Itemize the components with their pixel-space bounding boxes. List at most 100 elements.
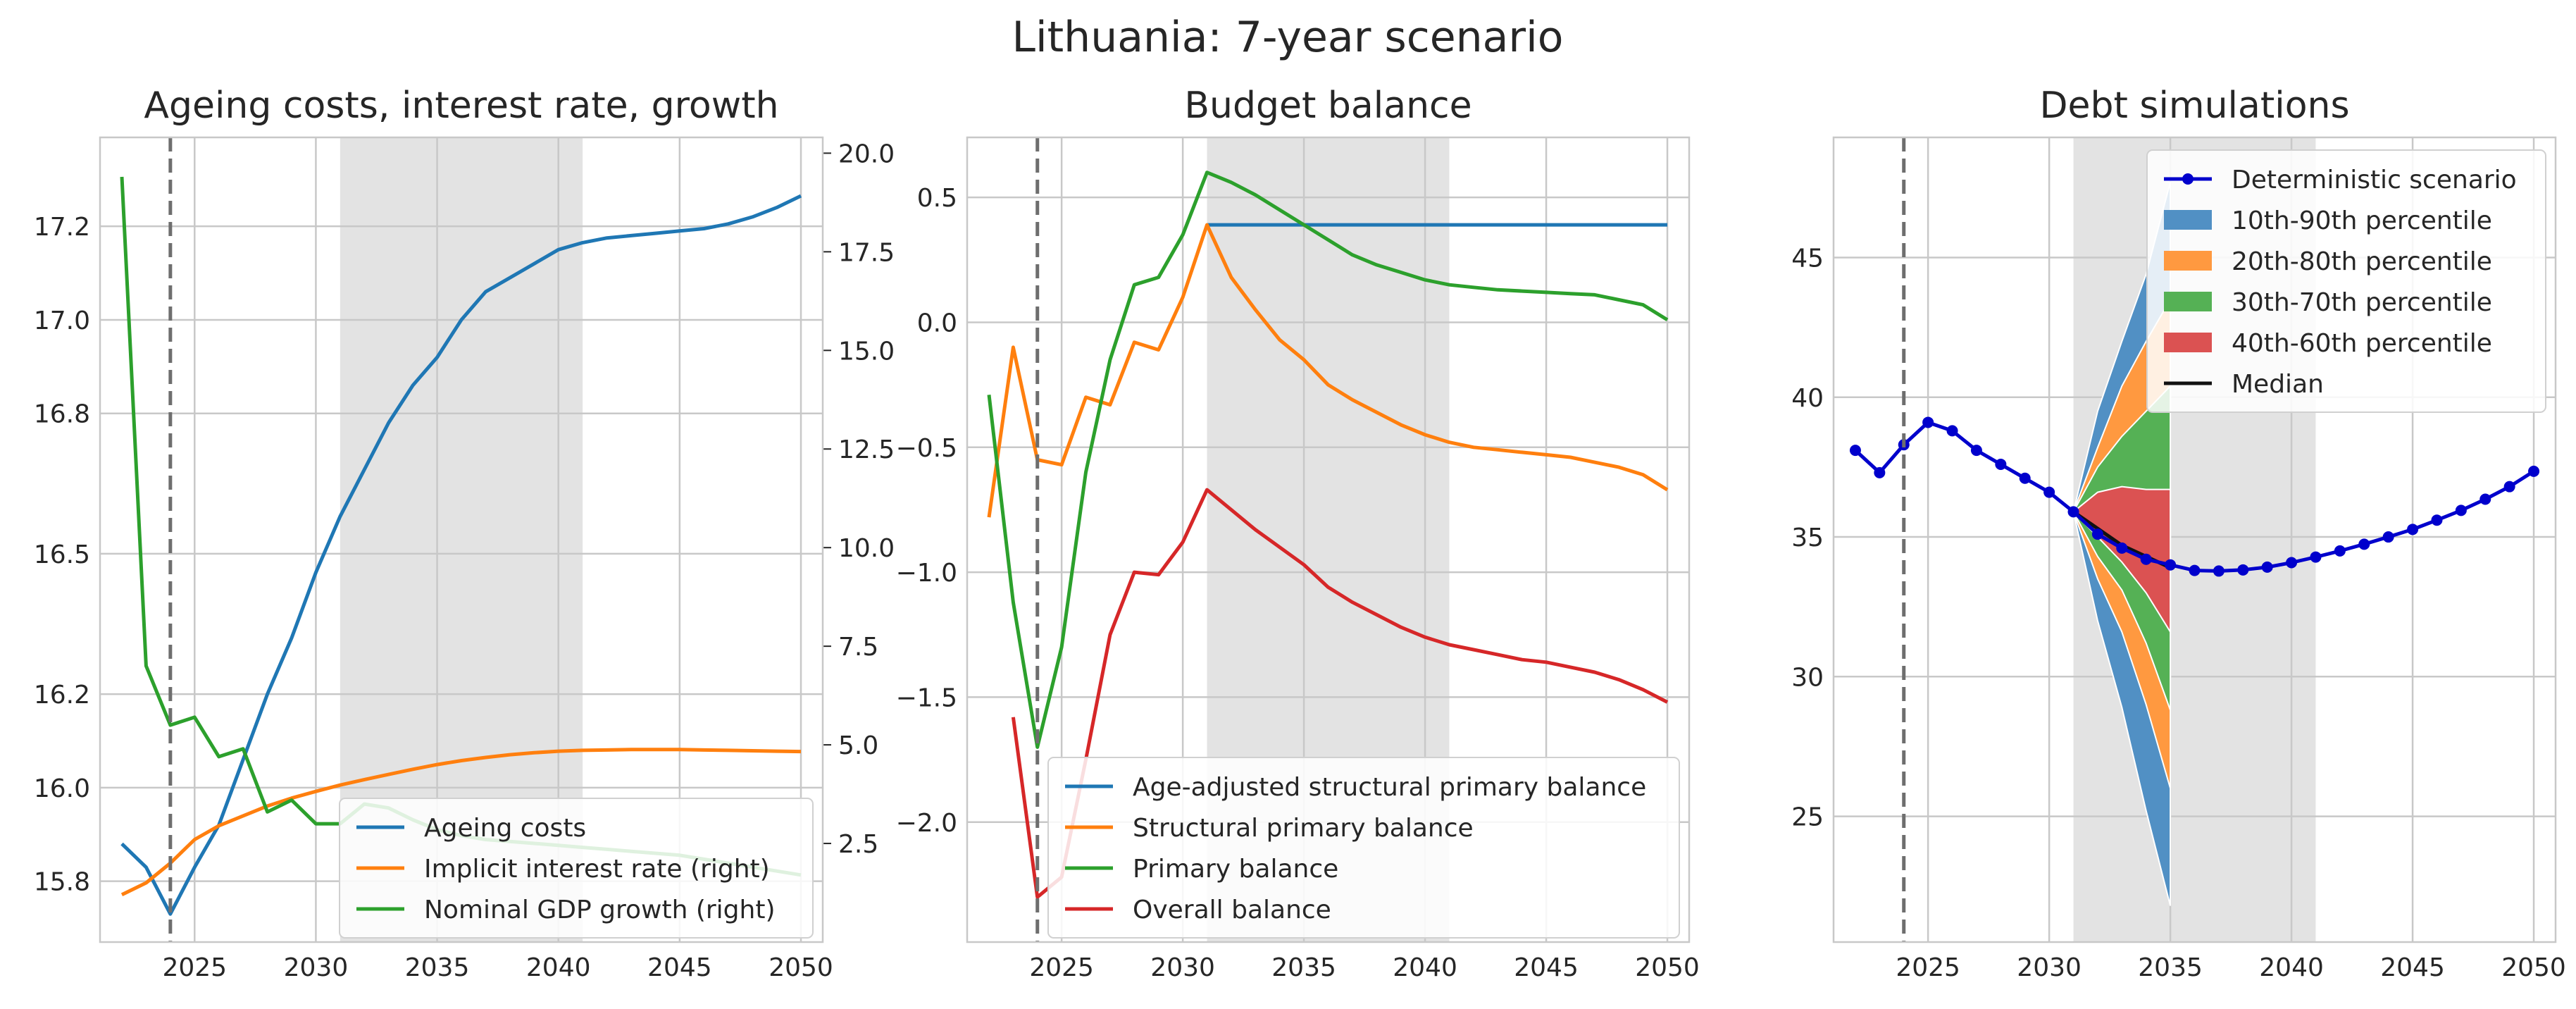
legend-label: Implicit interest rate (right) bbox=[424, 855, 770, 884]
x-tick-label: 2030 bbox=[284, 953, 349, 982]
y2-tick-label: 15.0 bbox=[838, 337, 895, 366]
deterministic-point bbox=[1922, 416, 1934, 428]
deterministic-point bbox=[1995, 458, 2007, 470]
y-tick-label: −0.5 bbox=[896, 434, 957, 463]
y-tick-label: 0.0 bbox=[917, 309, 957, 338]
y-tick-label: 16.2 bbox=[34, 681, 90, 710]
legend-label: Median bbox=[2232, 370, 2324, 399]
panel-2: Budget balance 2025 2030 2035 2040 2045 2050 −2… bbox=[896, 85, 1700, 982]
series-line bbox=[987, 171, 1669, 749]
deterministic-point bbox=[1849, 445, 1861, 457]
panel-title: Debt simulations bbox=[2039, 85, 2349, 127]
y-tick-label: 35 bbox=[1791, 524, 1824, 552]
y-tick-label: 17.2 bbox=[34, 213, 90, 242]
panel-title: Ageing costs, interest rate, growth bbox=[144, 85, 778, 127]
panel-1: Ageing costs, interest rate, growth 2025 2… bbox=[34, 85, 895, 982]
series-line bbox=[120, 748, 802, 897]
deterministic-point bbox=[2334, 545, 2346, 557]
legend-label: Primary balance bbox=[1133, 855, 1338, 884]
axes-frame bbox=[1832, 136, 2557, 943]
x-tick-label: 2045 bbox=[647, 953, 712, 982]
deterministic-point bbox=[2261, 561, 2273, 573]
legend-box bbox=[339, 798, 814, 939]
legend: Age-adjusted structural primary balance S… bbox=[1047, 757, 1680, 939]
x-tick-label: 2050 bbox=[769, 953, 833, 982]
deterministic-point bbox=[2407, 524, 2419, 536]
legend-label: Structural primary balance bbox=[1133, 814, 1474, 843]
deterministic-point bbox=[2043, 486, 2055, 498]
deterministic-point bbox=[1946, 425, 1958, 437]
y2-tick-label: 5.0 bbox=[838, 731, 878, 760]
x-tick-label: 2025 bbox=[162, 953, 227, 982]
y-tick-label: 16.5 bbox=[34, 540, 90, 569]
legend-label: 10th-90th percentile bbox=[2232, 206, 2492, 235]
x-tick-label: 2040 bbox=[1393, 953, 1457, 982]
legend-swatch bbox=[2164, 333, 2212, 352]
legend-box bbox=[2146, 149, 2546, 413]
legend-label: 20th-80th percentile bbox=[2232, 247, 2492, 276]
y-tick-label: −1.0 bbox=[896, 559, 957, 588]
y-tick-label: 25 bbox=[1791, 803, 1824, 832]
series-line bbox=[1011, 488, 1669, 899]
x-tick-label: 2030 bbox=[2017, 953, 2082, 982]
x-tick-label: 2025 bbox=[1896, 953, 1960, 982]
legend: Deterministic scenario 10th-90th percenti… bbox=[2146, 149, 2546, 413]
deterministic-point bbox=[2165, 559, 2177, 571]
x-tick-label: 2035 bbox=[2138, 953, 2203, 982]
x-tick-label: 2045 bbox=[2380, 953, 2445, 982]
y-tick-label: −1.5 bbox=[896, 683, 957, 712]
legend-label: 40th-60th percentile bbox=[2232, 329, 2492, 358]
y2-tick-label: 7.5 bbox=[838, 633, 878, 662]
legend: Ageing costs Implicit interest rate (righ… bbox=[339, 798, 814, 939]
deterministic-point bbox=[1970, 445, 1982, 457]
x-tick-label: 2040 bbox=[2259, 953, 2324, 982]
y-tick-label: −2.0 bbox=[896, 809, 957, 838]
deterministic-point bbox=[2019, 472, 2031, 484]
deterministic-point bbox=[2067, 506, 2079, 518]
panel-3: Debt simulations 2025 2030 2035 2040 2045 2050… bbox=[1791, 85, 2566, 982]
x-tick-label: 2040 bbox=[526, 953, 591, 982]
y-tick-label: 16.0 bbox=[34, 774, 90, 803]
legend-swatch bbox=[2164, 210, 2212, 230]
panel-title: Budget balance bbox=[1184, 85, 1471, 127]
deterministic-point bbox=[2479, 493, 2491, 505]
y2-tick-label: 2.5 bbox=[838, 830, 878, 859]
y2-tick-label: 10.0 bbox=[838, 534, 895, 563]
legend-swatch bbox=[2164, 292, 2212, 311]
y-tick-label: 0.5 bbox=[917, 184, 957, 213]
legend-label: Nominal GDP growth (right) bbox=[424, 896, 776, 924]
y-tick-label: 16.8 bbox=[34, 400, 90, 429]
deterministic-point bbox=[2431, 514, 2443, 526]
y-tick-label: 45 bbox=[1791, 244, 1824, 273]
legend-label: Ageing costs bbox=[424, 814, 586, 843]
x-tick-label: 2025 bbox=[1029, 953, 1094, 982]
legend-label: Age-adjusted structural primary balance bbox=[1133, 773, 1646, 802]
deterministic-point bbox=[2140, 553, 2152, 565]
panels: Ageing costs, interest rate, growth 2025 2… bbox=[34, 85, 2566, 982]
y-tick-label: 17.0 bbox=[34, 307, 90, 335]
y2-tick-label: 12.5 bbox=[838, 435, 895, 464]
deterministic-point bbox=[2091, 528, 2103, 540]
series-line bbox=[120, 194, 802, 916]
x-tick-label: 2045 bbox=[1514, 953, 1579, 982]
axes-frame bbox=[99, 136, 824, 943]
deterministic-point bbox=[2358, 538, 2370, 550]
legend-label: Overall balance bbox=[1133, 896, 1331, 924]
y-tick-label: 15.8 bbox=[34, 868, 90, 897]
x-tick-label: 2050 bbox=[1635, 953, 1700, 982]
legend-box bbox=[1047, 757, 1680, 939]
deterministic-point bbox=[2455, 505, 2467, 516]
deterministic-point bbox=[2310, 551, 2322, 563]
figure-title: Lithuania: 7-year scenario bbox=[1012, 13, 1564, 62]
deterministic-point bbox=[2503, 481, 2515, 493]
legend-marker bbox=[2182, 173, 2194, 185]
deterministic-point bbox=[2116, 542, 2128, 554]
y-tick-label: 30 bbox=[1791, 663, 1824, 692]
x-tick-label: 2030 bbox=[1150, 953, 1215, 982]
deterministic-point bbox=[2528, 465, 2540, 477]
deterministic-point bbox=[2286, 557, 2298, 569]
legend-swatch bbox=[2164, 251, 2212, 271]
x-tick-label: 2035 bbox=[1271, 953, 1336, 982]
deterministic-point bbox=[2237, 564, 2249, 576]
